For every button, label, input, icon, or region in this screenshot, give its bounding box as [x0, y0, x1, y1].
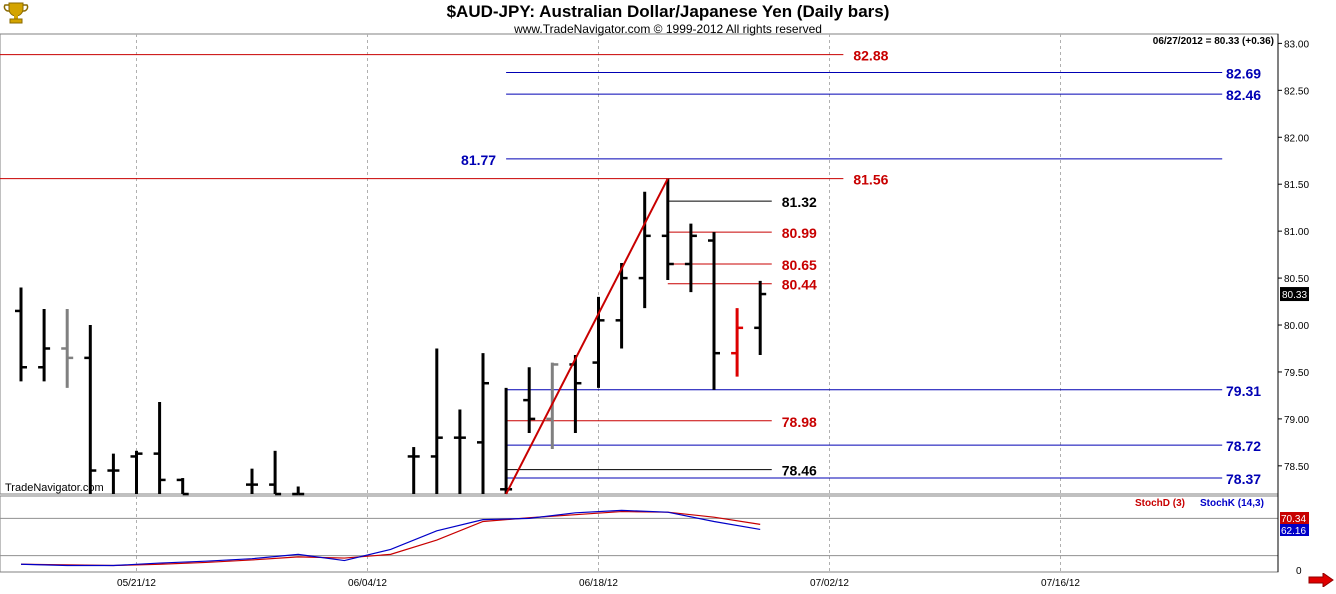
- price-tick-label: 81.50: [1284, 180, 1309, 191]
- level-label: 78.72: [1226, 438, 1261, 454]
- ohlc-bar: [684, 223, 697, 293]
- ohlc-bar: [754, 280, 767, 356]
- ohlc-bar: [153, 402, 166, 494]
- stochd-last-label: 70.34: [1281, 514, 1306, 525]
- date-tick-label: 07/16/12: [1041, 578, 1080, 589]
- level-label: 82.46: [1226, 87, 1261, 103]
- price-tick-label: 80.50: [1284, 274, 1309, 285]
- price-tick-label: 79.00: [1284, 415, 1309, 426]
- stochd-last-box: [1280, 512, 1309, 524]
- price-readout: 06/27/2012 = 80.33 (+0.36): [1152, 36, 1274, 47]
- stochd-series: [20, 510, 761, 567]
- ohlc-bar: [15, 287, 27, 382]
- date-tick-label: 05/21/12: [117, 578, 156, 589]
- axes: 83.00 82.50 82.00 81.50 81.00 80.50 80.00 79.50…: [117, 34, 1309, 589]
- level-label: 78.46: [782, 463, 817, 479]
- last-price-label: 80.33: [1282, 290, 1307, 301]
- level-label: 81.32: [782, 194, 817, 210]
- ohlc-bar: [430, 348, 443, 494]
- price-tick-label: 81.00: [1284, 227, 1309, 238]
- stochk-last-box: [1280, 524, 1309, 536]
- price-tick-label: 83.00: [1284, 39, 1309, 50]
- ohlc-bar: [269, 450, 282, 496]
- ohlc-bar: [107, 453, 120, 494]
- level-label: 80.65: [782, 257, 817, 273]
- date-tick-label: 06/18/12: [579, 578, 618, 589]
- ohlc-bar: [638, 191, 651, 309]
- level-label: 82.88: [853, 48, 888, 64]
- date-tick-label: 06/04/12: [348, 578, 387, 589]
- stoch-axis-label: 0: [1296, 566, 1302, 577]
- ohlc-bar: [615, 263, 628, 349]
- ohlc-bar: [453, 409, 466, 494]
- price-tick-label: 82.00: [1284, 133, 1309, 144]
- ohlc-bar: [176, 478, 189, 496]
- ohlc-bar: [731, 308, 744, 377]
- level-label: 79.31: [1226, 383, 1261, 399]
- price-tick-label: 79.50: [1284, 368, 1309, 379]
- stochk-series: [20, 509, 761, 567]
- arrow-right-icon[interactable]: [1308, 572, 1334, 592]
- price-tick-label: 78.50: [1284, 462, 1309, 473]
- level-label: 82.69: [1226, 65, 1261, 81]
- trendline-segment: [505, 178, 669, 495]
- ohlc-bar: [130, 450, 143, 494]
- grid-lines: [136, 34, 1061, 572]
- brand-label: TradeNavigator.com: [5, 482, 104, 494]
- stochastic-pane: [0, 495, 1279, 573]
- price-panel: [0, 33, 1279, 495]
- ohlc-bar: [523, 367, 536, 433]
- ohlc-bar: [38, 309, 51, 382]
- level-label: 78.98: [782, 414, 817, 430]
- ohlc-bar: [477, 353, 489, 494]
- ohlc-bar: [84, 325, 97, 494]
- level-label: 81.77: [461, 152, 496, 168]
- price-tick-label: 80.00: [1284, 321, 1309, 332]
- price-bars: [15, 178, 767, 496]
- price-tick-label: 82.50: [1284, 86, 1309, 97]
- trophy-icon: [2, 1, 30, 30]
- fib-levels: 82.88 82.69 82.46 81.77 81.56 81.32 80.99 80.65…: [0, 48, 1261, 487]
- date-tick-label: 07/02/12: [810, 578, 849, 589]
- level-label: 80.44: [782, 277, 817, 293]
- ohlc-bar: [407, 447, 420, 494]
- level-label: 80.99: [782, 225, 817, 241]
- trendline: [505, 178, 669, 495]
- level-label: 81.56: [853, 172, 888, 188]
- stochd-legend: StochD (3): [1135, 498, 1185, 509]
- ohlc-bar: [708, 232, 720, 390]
- level-label: 78.37: [1226, 471, 1261, 487]
- ohlc-bar: [661, 178, 674, 280]
- ohlc-bar: [61, 309, 74, 388]
- stochk-last-label: 62.16: [1281, 526, 1306, 537]
- stochk-legend: StochK (14,3): [1200, 498, 1264, 509]
- last-price-box: [1280, 287, 1309, 302]
- ohlc-bar: [292, 486, 305, 496]
- chart-frame: [0, 33, 1279, 573]
- chart-subtitle: www.TradeNavigator.com © 1999-2012 All r…: [514, 22, 822, 36]
- ohlc-bar: [246, 468, 258, 494]
- chart-title: $AUD-JPY: Australian Dollar/Japanese Yen…: [446, 2, 890, 21]
